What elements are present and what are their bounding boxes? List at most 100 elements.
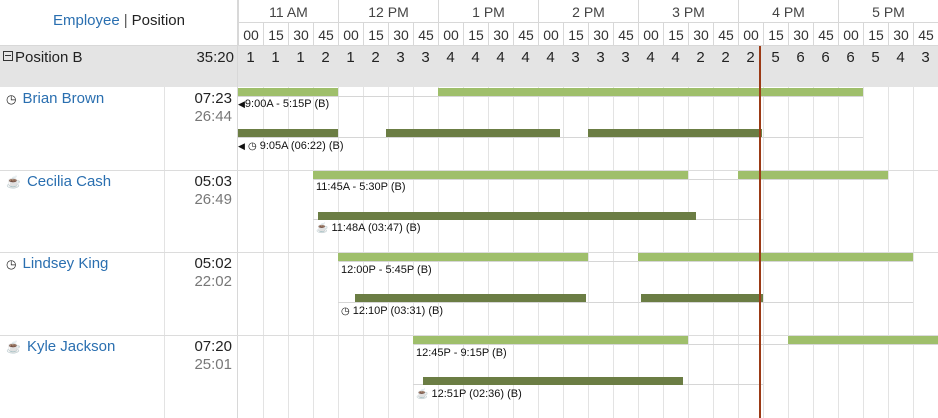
tab-employee[interactable]: Employee (53, 12, 120, 29)
row-divider (0, 335, 938, 336)
punch-label[interactable]: ☕ 11:48A (03:47) (B) (316, 222, 421, 234)
staff-count: 4 (496, 49, 505, 66)
employee-hours-week: 26:49 (194, 191, 232, 208)
minute-header: 15 (463, 23, 488, 46)
staff-count: 4 (521, 49, 530, 66)
punched-time-bar[interactable] (423, 377, 683, 385)
employee-name-link[interactable]: Cecilia Cash (26, 173, 112, 190)
staff-count: 4 (546, 49, 555, 66)
staff-count: 2 (696, 49, 705, 66)
schedule-lane (338, 261, 913, 262)
staff-count: 1 (246, 49, 255, 66)
employee-name-link[interactable]: Lindsey King (22, 255, 109, 272)
shift-label[interactable]: 11:45A - 5:30P (B) (316, 181, 406, 193)
scheduled-shift-bar[interactable] (638, 253, 913, 261)
hour-header: 3 PM (638, 0, 738, 23)
minute-header: 45 (813, 23, 838, 46)
minus-box-icon[interactable] (3, 51, 13, 61)
employee-row: ◷ Brian Brown (6, 90, 104, 108)
minute-header: 45 (513, 23, 538, 46)
hour-header: 2 PM (538, 0, 638, 23)
scheduled-shift-bar[interactable] (313, 171, 688, 179)
employee-row: ☕ Kyle Jackson (6, 338, 115, 356)
scheduled-shift-bar[interactable] (238, 88, 338, 96)
punched-time-bar[interactable] (641, 294, 763, 302)
staff-count: 6 (821, 49, 830, 66)
employee-hours-today: 07:23 (194, 90, 232, 107)
clock-icon: ◷ (6, 92, 17, 106)
minute-header: 00 (538, 23, 563, 46)
position-total: 35:20 (196, 49, 234, 66)
left-arrow-icon: ◀ (238, 99, 245, 109)
scheduled-shift-bar[interactable] (738, 171, 888, 179)
left-arrow-icon: ◀ (238, 141, 245, 151)
employee-name-link[interactable]: Brian Brown (22, 90, 105, 107)
current-time-indicator (759, 46, 761, 418)
punched-time-bar[interactable] (238, 129, 338, 137)
employee-hours-week: 26:44 (194, 108, 232, 125)
punch-label[interactable]: ◀ ◷ 9:05A (06:22) (B) (238, 140, 344, 152)
employee-hours-today: 05:03 (194, 173, 232, 190)
minute-header: 30 (888, 23, 913, 46)
row-divider (0, 252, 938, 253)
punch-label[interactable]: ◷ 12:10P (03:31) (B) (341, 305, 444, 317)
view-tabs: Employee | Position (0, 12, 238, 29)
schedule-lane (313, 179, 888, 180)
clock-icon: ◷ (247, 141, 257, 152)
coffee-cup-icon: ☕ (316, 223, 329, 234)
shift-label[interactable]: 12:45P - 9:15P (B) (416, 347, 507, 359)
minute-header: 30 (288, 23, 313, 46)
tab-separator: | (123, 12, 128, 29)
hour-header: 12 PM (338, 0, 438, 23)
minute-header: 00 (438, 23, 463, 46)
minute-header: 15 (663, 23, 688, 46)
hour-header: 1 PM (438, 0, 538, 23)
minute-header: 45 (313, 23, 338, 46)
minute-header: 00 (638, 23, 663, 46)
staff-count: 4 (671, 49, 680, 66)
hour-header: 5 PM (838, 0, 938, 23)
timeline-left-border (237, 0, 238, 418)
coffee-cup-icon: ☕ (6, 340, 21, 354)
minute-header: 15 (863, 23, 888, 46)
punched-time-bar[interactable] (318, 212, 696, 220)
clock-icon: ◷ (341, 306, 350, 317)
staff-count: 3 (421, 49, 430, 66)
shift-label[interactable]: ◀9:00A - 5:15P (B) (238, 98, 330, 110)
tab-position[interactable]: Position (131, 12, 185, 29)
staff-count: 6 (846, 49, 855, 66)
minute-header: 30 (488, 23, 513, 46)
minute-header: 15 (363, 23, 388, 46)
shift-label[interactable]: 12:00P - 5:45P (B) (341, 264, 432, 276)
staff-count: 2 (721, 49, 730, 66)
position-group-header[interactable]: Position B (3, 49, 83, 67)
minute-header: 45 (613, 23, 638, 46)
row-divider (0, 170, 938, 171)
punch-label[interactable]: ☕ 12:51P (02:36) (B) (416, 388, 522, 400)
minute-header: 45 (713, 23, 738, 46)
coffee-cup-icon: ☕ (416, 389, 429, 400)
staff-count: 2 (321, 49, 330, 66)
staff-count: 5 (771, 49, 780, 66)
punched-time-bar[interactable] (355, 294, 586, 302)
staff-count: 1 (296, 49, 305, 66)
staff-count: 2 (746, 49, 755, 66)
scheduled-shift-bar[interactable] (438, 88, 863, 96)
position-name: Position B (15, 49, 83, 66)
employee-name-link[interactable]: Kyle Jackson (26, 338, 116, 355)
minute-header: 00 (238, 23, 263, 46)
punched-time-bar[interactable] (386, 129, 560, 137)
minute-header: 30 (788, 23, 813, 46)
scheduled-shift-bar[interactable] (788, 336, 938, 344)
minute-header: 15 (263, 23, 288, 46)
staff-count: 3 (921, 49, 930, 66)
minute-header: 15 (563, 23, 588, 46)
coffee-cup-icon: ☕ (6, 175, 21, 189)
punched-time-bar[interactable] (588, 129, 762, 137)
hour-header: 4 PM (738, 0, 838, 23)
employee-hours-today: 05:02 (194, 255, 232, 272)
scheduled-shift-bar[interactable] (413, 336, 688, 344)
staff-count: 1 (271, 49, 280, 66)
minute-header: 15 (763, 23, 788, 46)
scheduled-shift-bar[interactable] (338, 253, 588, 261)
